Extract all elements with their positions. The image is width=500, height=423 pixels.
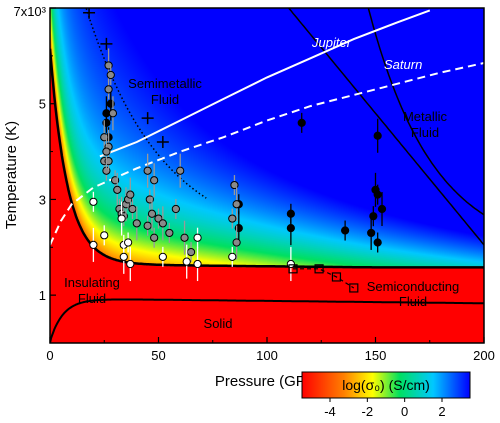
colorbar: log(σ₀) (S/cm) -4 -2 0 2 (301, 371, 471, 419)
marker-gray (180, 233, 189, 242)
region-label-semimetallic: Semimetallic Fluid (128, 76, 202, 107)
planet-label-saturn: Saturn (384, 57, 422, 72)
marker-black (373, 131, 382, 140)
region-label-semiconducting: Semiconducting Fluid (367, 279, 460, 309)
plus-marker (83, 8, 96, 19)
marker-white (124, 238, 133, 247)
marker-black (373, 190, 382, 199)
square-marker (349, 283, 359, 293)
marker-gray (228, 214, 237, 223)
marker-gray (108, 109, 118, 118)
marker-gray (165, 228, 174, 238)
colorbar-gradient (301, 371, 471, 399)
isentrope-jupiter (99, 9, 431, 158)
marker-white (119, 252, 128, 261)
marker-white (117, 214, 126, 223)
marker-gray (106, 70, 115, 80)
colorbar-label: log(σ₀) (S/cm) (342, 377, 430, 393)
colorbar-tick-label: -4 (324, 404, 336, 419)
marker-gray (150, 176, 159, 185)
marker-gray (176, 166, 185, 175)
marker-gray (232, 200, 241, 209)
marker-gray (143, 166, 152, 175)
colorbar-ticks: -4 -2 0 2 (324, 398, 446, 419)
y-tick-label: 3 (39, 192, 46, 207)
marker-gray (102, 147, 111, 156)
squares-trend (293, 268, 355, 289)
marker-white (182, 257, 191, 266)
marker-gray (150, 233, 159, 242)
marker-gray (147, 209, 157, 218)
colorbar-tick-label: 2 (438, 404, 445, 419)
melting-line (50, 298, 484, 343)
colorbar-tick-label: -2 (362, 404, 374, 419)
marker-gray (230, 180, 239, 190)
y-axis-title: Temperature (K) (3, 121, 20, 229)
phase-boundary-lines (50, 8, 484, 343)
metallic-boundary-upper (288, 8, 484, 246)
metallic-boundary-lower (367, 8, 484, 216)
marker-white (193, 259, 202, 269)
marker-black (341, 226, 350, 235)
region-label-metallic: Metallic Fluid (403, 109, 448, 140)
planet-label-jupiter: Jupiter (311, 35, 352, 50)
marker-gray (143, 221, 152, 230)
marker-white (100, 231, 109, 240)
marker-gray (186, 247, 196, 257)
x-tick-label: 200 (473, 348, 495, 363)
marker-black (297, 118, 306, 127)
x-axis-title: Pressure (GPa) (215, 373, 319, 390)
marker-white (89, 240, 98, 249)
marker-white (228, 252, 237, 261)
region-label-insulating: Insulating Fluid (64, 275, 120, 306)
marker-black (367, 228, 376, 238)
plus-marker (141, 112, 154, 125)
data-markers (89, 48, 387, 293)
marker-gray (128, 204, 137, 214)
x-tick-label: 0 (46, 348, 53, 363)
x-tick-label: 50 (151, 348, 165, 363)
square-marker (331, 272, 342, 282)
x-tick-label: 150 (365, 348, 387, 363)
marker-white (193, 233, 202, 242)
plus-marker (156, 136, 169, 148)
square-marker (288, 264, 298, 274)
insulator-metal-boundary (50, 48, 484, 269)
marker-gray (132, 219, 141, 228)
marker-white (158, 252, 167, 261)
y-tick-label: 1 (39, 288, 46, 303)
isentrope-saturn (50, 62, 484, 246)
y-tick-label: 5 (39, 97, 46, 112)
colorbar-tick-label: 0 (401, 404, 408, 419)
marker-white (126, 259, 135, 269)
y-tick-label: 7x10³ (13, 4, 46, 19)
marker-gray (232, 238, 241, 247)
marker-gray (171, 204, 180, 214)
axes: 0 50 100 150 200 1 3 5 7x10³ (13, 4, 494, 363)
marker-white (89, 197, 98, 206)
plus-marker (100, 37, 113, 50)
square-marker (314, 264, 324, 274)
x-tick-label: 100 (256, 348, 278, 363)
marker-gray (104, 85, 113, 94)
marker-white (286, 259, 295, 269)
marker-black (286, 224, 295, 233)
marker-black (373, 238, 382, 247)
marker-gray (113, 185, 122, 194)
region-label-solid: Solid (204, 316, 233, 331)
marker-black (369, 212, 378, 221)
marker-gray (126, 190, 135, 199)
marker-black (377, 204, 387, 214)
marker-gray (158, 219, 167, 228)
